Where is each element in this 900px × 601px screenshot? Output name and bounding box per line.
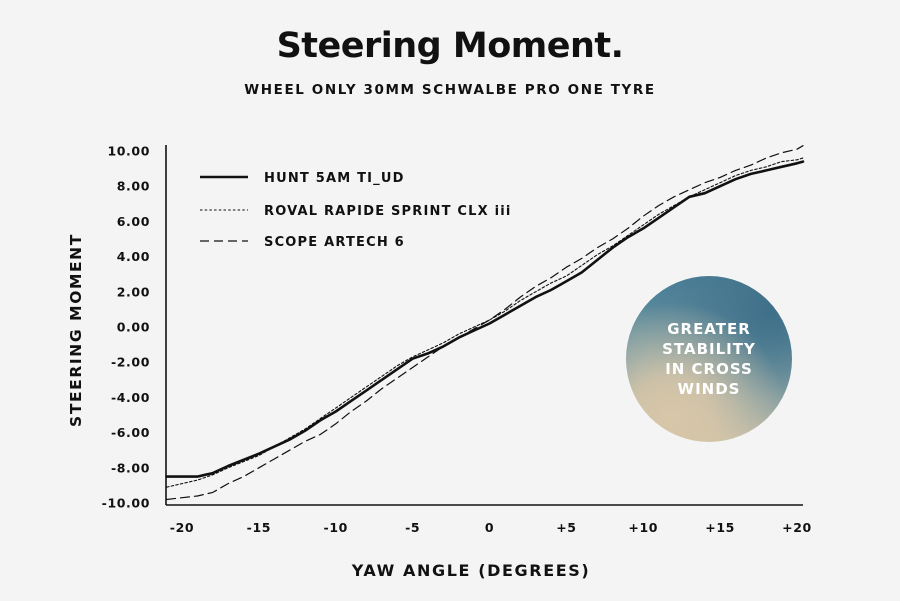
y-tick-label: 4.00 bbox=[117, 249, 150, 264]
axes: 10.00 8.00 6.00 4.00 2.00 0.00 -2.00 -4.00 -6.00… bbox=[102, 144, 812, 536]
callout-line: WINDS bbox=[677, 380, 741, 398]
legend-label: ROVAL RAPIDE SPRINT CLX iii bbox=[264, 204, 512, 219]
x-tick-label: +10 bbox=[628, 520, 658, 535]
x-tick-label: -5 bbox=[405, 520, 420, 535]
callout-line: IN CROSS bbox=[665, 360, 753, 378]
series-layer bbox=[165, 145, 805, 501]
legend-label: HUNT 5AM TI_UD bbox=[264, 171, 405, 186]
y-tick-label: 8.00 bbox=[117, 179, 150, 194]
y-tick-label: -6.00 bbox=[111, 425, 150, 440]
legend-label: SCOPE ARTECH 6 bbox=[264, 235, 405, 250]
chart-title: Steering Moment. bbox=[276, 26, 624, 66]
y-tick-label: -2.00 bbox=[111, 355, 150, 370]
series-line-3 bbox=[166, 145, 804, 501]
x-tick-label: 0 bbox=[485, 520, 494, 535]
series-line-1 bbox=[165, 160, 805, 478]
callout-line: STABILITY bbox=[662, 340, 756, 358]
x-tick-label: +15 bbox=[705, 520, 735, 535]
series-line-2 bbox=[166, 157, 804, 488]
y-tick-label: -8.00 bbox=[111, 460, 150, 475]
y-tick-label: 0.00 bbox=[117, 320, 150, 335]
x-tick-label: -20 bbox=[170, 520, 194, 535]
chart-subtitle: WHEEL ONLY 30MM SCHWALBE PRO ONE TYRE bbox=[244, 82, 656, 98]
stability-callout-badge: GREATER STABILITY IN CROSS WINDS bbox=[626, 276, 792, 442]
y-tick-label: -10.00 bbox=[102, 496, 150, 511]
stability-callout-text: GREATER STABILITY IN CROSS WINDS bbox=[639, 319, 779, 399]
x-tick-label: +20 bbox=[782, 520, 812, 535]
y-tick-label: -4.00 bbox=[111, 390, 150, 405]
y-tick-label: 10.00 bbox=[107, 144, 150, 159]
y-tick-label: 6.00 bbox=[117, 214, 150, 229]
x-tick-label: +5 bbox=[556, 520, 576, 535]
y-tick-label: 2.00 bbox=[117, 284, 150, 299]
legend: HUNT 5AM TI_UD ROVAL RAPIDE SPRINT CLX ii… bbox=[200, 171, 512, 250]
x-tick-label: -10 bbox=[324, 520, 348, 535]
x-tick-label: -15 bbox=[247, 520, 271, 535]
callout-line: GREATER bbox=[667, 320, 751, 338]
x-axis-label: YAW ANGLE (DEGREES) bbox=[351, 561, 591, 580]
